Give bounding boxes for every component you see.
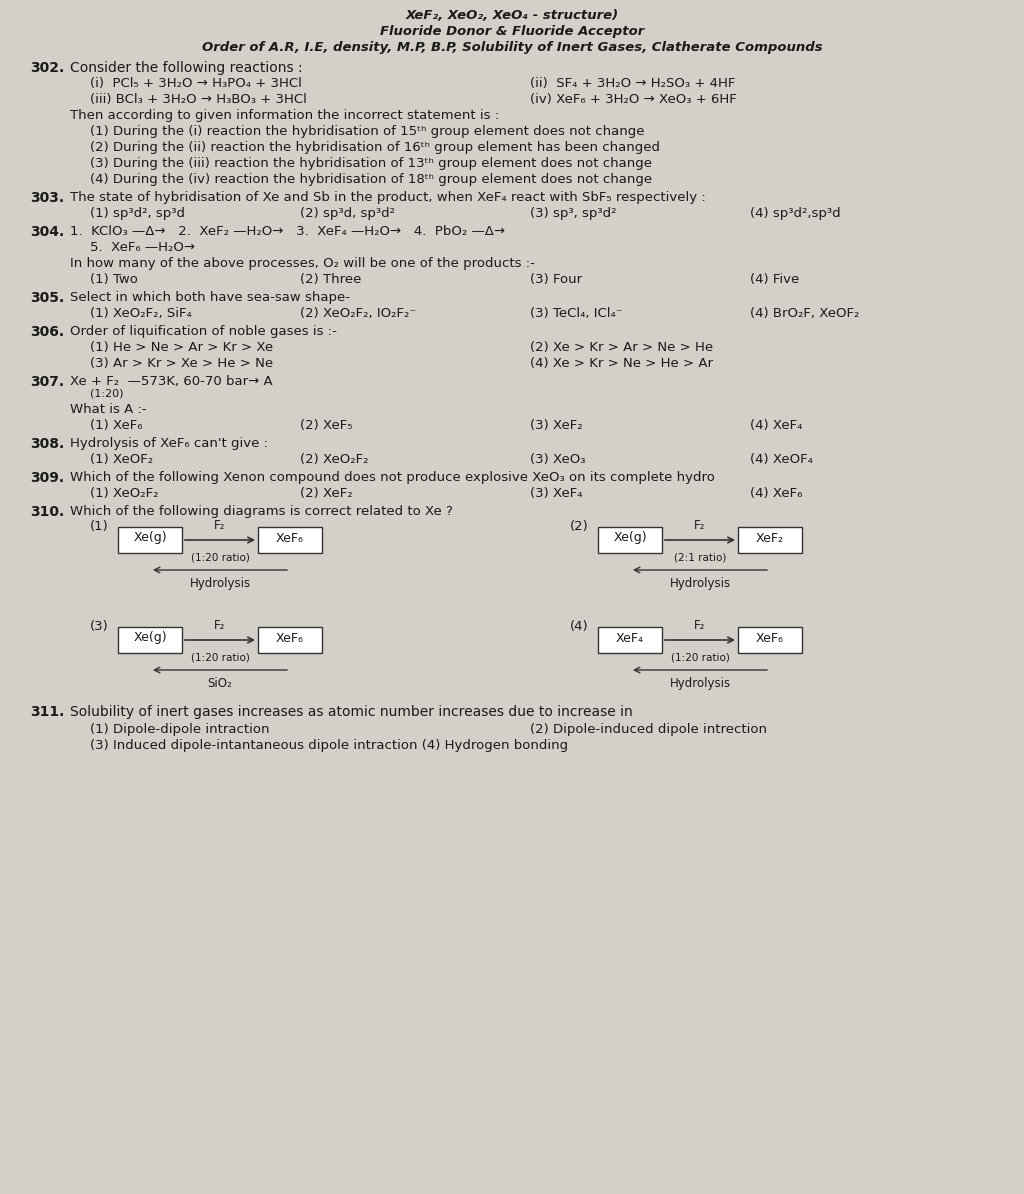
Text: 309.: 309.	[30, 470, 65, 485]
Text: (4) XeOF₄: (4) XeOF₄	[750, 453, 813, 466]
Text: XeF₆: XeF₆	[276, 531, 304, 544]
Text: Hydrolysis: Hydrolysis	[670, 577, 730, 590]
Text: XeF₆: XeF₆	[756, 632, 784, 645]
Text: (4) Xe > Kr > Ne > He > Ar: (4) Xe > Kr > Ne > He > Ar	[530, 357, 713, 370]
Text: (4) Five: (4) Five	[750, 273, 800, 287]
Text: XeF₂: XeF₂	[756, 531, 784, 544]
Text: Which of the following diagrams is correct related to Xe ?: Which of the following diagrams is corre…	[70, 505, 453, 518]
Text: (3) XeO₃: (3) XeO₃	[530, 453, 586, 466]
Text: 302.: 302.	[30, 61, 65, 75]
Text: (2) XeO₂F₂: (2) XeO₂F₂	[300, 453, 369, 466]
Text: In how many of the above processes, O₂ will be one of the products :-: In how many of the above processes, O₂ w…	[70, 257, 535, 270]
Text: 306.: 306.	[30, 325, 65, 339]
Text: (3): (3)	[90, 620, 109, 633]
FancyBboxPatch shape	[738, 527, 802, 553]
Text: (2) XeF₅: (2) XeF₅	[300, 419, 352, 432]
Text: F₂: F₂	[214, 618, 225, 632]
Text: Fluoride Donor & Fluoride Acceptor: Fluoride Donor & Fluoride Acceptor	[380, 25, 644, 38]
Text: 307.: 307.	[30, 375, 65, 389]
Text: (4) XeF₆: (4) XeF₆	[750, 487, 803, 500]
Text: (4) BrO₂F, XeOF₂: (4) BrO₂F, XeOF₂	[750, 307, 859, 320]
Text: 310.: 310.	[30, 505, 65, 519]
Text: 303.: 303.	[30, 191, 65, 205]
Text: (1) XeO₂F₂: (1) XeO₂F₂	[90, 487, 159, 500]
Text: (1) He > Ne > Ar > Kr > Xe: (1) He > Ne > Ar > Kr > Xe	[90, 341, 273, 353]
Text: (2) XeO₂F₂, IO₂F₂⁻: (2) XeO₂F₂, IO₂F₂⁻	[300, 307, 417, 320]
Text: 5.  XeF₆ —H₂O→: 5. XeF₆ —H₂O→	[90, 241, 195, 254]
Text: Consider the following reactions :: Consider the following reactions :	[70, 61, 303, 75]
Text: (1) sp³d², sp³d: (1) sp³d², sp³d	[90, 207, 185, 220]
Text: XeF₆: XeF₆	[276, 632, 304, 645]
Text: Which of the following Xenon compound does not produce explosive XeO₃ on its com: Which of the following Xenon compound do…	[70, 470, 715, 484]
Text: (4) sp³d²,sp³d: (4) sp³d²,sp³d	[750, 207, 841, 220]
Text: Hydrolysis: Hydrolysis	[670, 677, 730, 690]
Text: Select in which both have sea-saw shape-: Select in which both have sea-saw shape-	[70, 291, 350, 304]
Text: (1:20 ratio): (1:20 ratio)	[671, 652, 729, 661]
Text: F₂: F₂	[694, 519, 706, 533]
Text: (3) XeF₄: (3) XeF₄	[530, 487, 583, 500]
Text: 304.: 304.	[30, 224, 65, 239]
Text: (3) Ar > Kr > Xe > He > Ne: (3) Ar > Kr > Xe > He > Ne	[90, 357, 273, 370]
Text: (1) During the (i) reaction the hybridisation of 15ᵗʰ group element does not cha: (1) During the (i) reaction the hybridis…	[90, 125, 644, 139]
Text: (2:1 ratio): (2:1 ratio)	[674, 552, 726, 562]
FancyBboxPatch shape	[118, 527, 182, 553]
Text: XeF₂, XeO₂, XeO₄ - structure): XeF₂, XeO₂, XeO₄ - structure)	[406, 10, 618, 21]
Text: (1:20 ratio): (1:20 ratio)	[190, 552, 250, 562]
Text: (4) XeF₄: (4) XeF₄	[750, 419, 803, 432]
Text: Order of liquification of noble gases is :-: Order of liquification of noble gases is…	[70, 325, 337, 338]
Text: Hydrolysis: Hydrolysis	[189, 577, 251, 590]
Text: (2) Xe > Kr > Ar > Ne > He: (2) Xe > Kr > Ar > Ne > He	[530, 341, 713, 353]
FancyBboxPatch shape	[598, 627, 662, 653]
Text: (iii) BCl₃ + 3H₂O → H₃BO₃ + 3HCl: (iii) BCl₃ + 3H₂O → H₃BO₃ + 3HCl	[90, 93, 307, 106]
Text: (1) XeF₆: (1) XeF₆	[90, 419, 142, 432]
FancyBboxPatch shape	[738, 627, 802, 653]
Text: Hydrolysis of XeF₆ can't give :: Hydrolysis of XeF₆ can't give :	[70, 437, 268, 450]
Text: XeF₄: XeF₄	[616, 632, 644, 645]
Text: The state of hybridisation of Xe and Sb in the product, when XeF₄ react with SbF: The state of hybridisation of Xe and Sb …	[70, 191, 706, 204]
Text: (3) XeF₂: (3) XeF₂	[530, 419, 583, 432]
Text: 308.: 308.	[30, 437, 65, 451]
Text: Order of A.R, I.E, density, M.P, B.P, Solubility of Inert Gases, Clatherate Comp: Order of A.R, I.E, density, M.P, B.P, So…	[202, 41, 822, 54]
Text: Xe(g): Xe(g)	[133, 632, 167, 645]
Text: (2) Dipole-induced dipole intrection: (2) Dipole-induced dipole intrection	[530, 724, 767, 736]
Text: 311.: 311.	[30, 704, 65, 719]
Text: Then according to given information the incorrect statement is :: Then according to given information the …	[70, 109, 499, 122]
FancyBboxPatch shape	[258, 527, 322, 553]
Text: (2) XeF₂: (2) XeF₂	[300, 487, 352, 500]
Text: (1:20): (1:20)	[90, 389, 124, 399]
Text: (2): (2)	[570, 521, 589, 533]
Text: SiO₂: SiO₂	[208, 677, 232, 690]
Text: (ii)  SF₄ + 3H₂O → H₂SO₃ + 4HF: (ii) SF₄ + 3H₂O → H₂SO₃ + 4HF	[530, 76, 735, 90]
Text: 305.: 305.	[30, 291, 65, 304]
Text: (i)  PCl₅ + 3H₂O → H₃PO₄ + 3HCl: (i) PCl₅ + 3H₂O → H₃PO₄ + 3HCl	[90, 76, 302, 90]
Text: (1) Dipole-dipole intraction: (1) Dipole-dipole intraction	[90, 724, 269, 736]
FancyBboxPatch shape	[258, 627, 322, 653]
Text: F₂: F₂	[694, 618, 706, 632]
Text: (1:20 ratio): (1:20 ratio)	[190, 652, 250, 661]
Text: (3) TeCl₄, ICl₄⁻: (3) TeCl₄, ICl₄⁻	[530, 307, 623, 320]
Text: Solubility of inert gases increases as atomic number increases due to increase i: Solubility of inert gases increases as a…	[70, 704, 633, 719]
Text: (iv) XeF₆ + 3H₂O → XeO₃ + 6HF: (iv) XeF₆ + 3H₂O → XeO₃ + 6HF	[530, 93, 736, 106]
Text: (1) XeO₂F₂, SiF₄: (1) XeO₂F₂, SiF₄	[90, 307, 191, 320]
Text: (3) Four: (3) Four	[530, 273, 582, 287]
Text: (1) Two: (1) Two	[90, 273, 138, 287]
Text: (1) XeOF₂: (1) XeOF₂	[90, 453, 154, 466]
Text: (3) Induced dipole-intantaneous dipole intraction (4) Hydrogen bonding: (3) Induced dipole-intantaneous dipole i…	[90, 739, 568, 752]
Text: F₂: F₂	[214, 519, 225, 533]
FancyBboxPatch shape	[598, 527, 662, 553]
Text: (4): (4)	[570, 620, 589, 633]
Text: 1.  KClO₃ —Δ→   2.  XeF₂ —H₂O→   3.  XeF₄ —H₂O→   4.  PbO₂ —Δ→: 1. KClO₃ —Δ→ 2. XeF₂ —H₂O→ 3. XeF₄ —H₂O→…	[70, 224, 505, 238]
Text: (3) During the (iii) reaction the hybridisation of 13ᵗʰ group element does not c: (3) During the (iii) reaction the hybrid…	[90, 156, 652, 170]
Text: What is A :-: What is A :-	[70, 404, 146, 416]
Text: (2) Three: (2) Three	[300, 273, 361, 287]
Text: (4) During the (iv) reaction the hybridisation of 18ᵗʰ group element does not ch: (4) During the (iv) reaction the hybridi…	[90, 173, 652, 186]
FancyBboxPatch shape	[118, 627, 182, 653]
Text: Xe(g): Xe(g)	[133, 531, 167, 544]
Text: (2) During the (ii) reaction the hybridisation of 16ᵗʰ group element has been ch: (2) During the (ii) reaction the hybridi…	[90, 141, 660, 154]
Text: (2) sp³d, sp³d²: (2) sp³d, sp³d²	[300, 207, 395, 220]
Text: Xe + F₂  —573K, 60-70 bar→ A: Xe + F₂ —573K, 60-70 bar→ A	[70, 375, 272, 388]
Text: (1): (1)	[90, 521, 109, 533]
Text: (3) sp³, sp³d²: (3) sp³, sp³d²	[530, 207, 616, 220]
Text: Xe(g): Xe(g)	[613, 531, 647, 544]
